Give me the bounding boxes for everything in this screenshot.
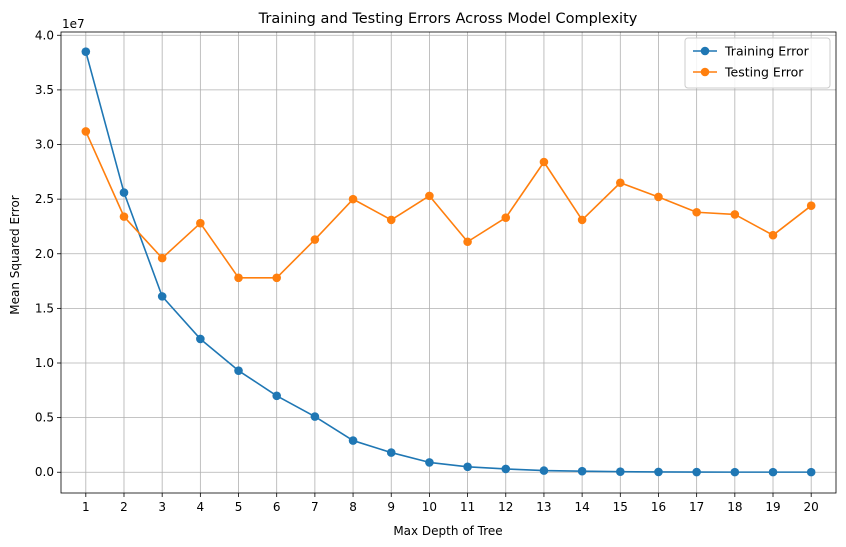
data-point [81, 47, 91, 56]
legend-box [684, 37, 831, 89]
x-tick-label: 11 [460, 500, 475, 514]
y-axis: 0.0 0.5 1.0 1.5 2.0 2.5 3.0 3.5 4.0 [35, 28, 61, 479]
legend: Training Error Testing Error [684, 37, 831, 89]
y-axis-offset-label: 1e7 [62, 17, 85, 31]
series-training-error [81, 47, 816, 477]
data-point [310, 412, 320, 421]
series-line [85, 131, 812, 279]
data-point [425, 458, 434, 467]
data-point [806, 201, 816, 210]
data-point [234, 366, 243, 375]
x-tick-label: 1 [82, 500, 90, 514]
chart-title: Training and Testing Errors Across Model… [258, 11, 638, 27]
x-tick-label: 6 [273, 500, 281, 514]
data-point [463, 237, 472, 247]
data-point [348, 436, 358, 445]
y-tick-label: 4.0 [35, 28, 54, 42]
data-point [425, 191, 434, 201]
data-point [157, 253, 167, 263]
x-tick-label: 4 [197, 500, 205, 514]
x-axis-label: Max Depth of Tree [393, 524, 502, 538]
data-point [386, 215, 396, 225]
x-tick-label: 16 [651, 500, 666, 514]
data-point [81, 127, 91, 136]
legend-swatch-marker [700, 46, 710, 56]
x-tick-label: 3 [158, 500, 166, 514]
data-point [539, 157, 549, 167]
x-tick-label: 20 [804, 500, 819, 514]
plot-frame [60, 31, 837, 494]
data-point [501, 213, 511, 223]
legend-label: Testing Error [724, 65, 804, 80]
legend-item: Testing Error [693, 65, 804, 80]
y-tick-label: 3.0 [35, 138, 54, 152]
data-point [348, 194, 358, 204]
x-tick-label: 5 [235, 500, 243, 514]
y-tick-label: 1.5 [35, 301, 54, 315]
y-tick-label: 0.0 [35, 465, 54, 479]
data-point [730, 467, 740, 477]
x-axis: 1 2 3 4 5 6 7 8 9 10 11 12 13 14 15 16 17 18 19 20 [82, 493, 819, 514]
series-line [85, 51, 812, 473]
x-tick-label: 19 [765, 500, 780, 514]
data-point [654, 467, 663, 477]
series-layer [81, 47, 816, 477]
x-tick-label: 12 [498, 500, 513, 514]
y-tick-label: 0.5 [35, 411, 54, 425]
data-point [463, 462, 472, 472]
data-point [615, 178, 625, 188]
data-point [615, 467, 625, 476]
data-point [501, 464, 511, 474]
data-point [806, 467, 816, 477]
data-point [119, 212, 129, 221]
data-point [272, 273, 282, 283]
data-point [196, 334, 205, 344]
y-axis-label: Mean Squared Error [8, 195, 22, 315]
data-point [157, 292, 167, 301]
data-point [119, 188, 129, 197]
x-tick-label: 17 [689, 500, 704, 514]
data-point [768, 230, 778, 240]
data-point [730, 210, 740, 219]
data-point [310, 235, 320, 244]
data-point [692, 207, 701, 217]
x-tick-label: 2 [120, 500, 128, 514]
x-tick-label: 8 [349, 500, 357, 514]
y-tick-label: 1.0 [35, 356, 54, 370]
data-point [539, 466, 549, 475]
legend-item: Training Error [693, 44, 810, 59]
data-point [196, 218, 205, 228]
y-tick-label: 3.5 [35, 83, 54, 97]
data-point [577, 466, 587, 476]
series-testing-error [81, 127, 816, 283]
data-point [386, 448, 396, 457]
x-tick-label: 14 [574, 500, 589, 514]
x-tick-label: 9 [387, 500, 395, 514]
x-tick-label: 18 [727, 500, 742, 514]
data-point [692, 467, 701, 477]
grid [61, 32, 836, 493]
data-point [768, 467, 778, 477]
data-point [654, 192, 663, 202]
data-point [577, 215, 587, 225]
data-point [272, 391, 282, 401]
y-tick-label: 2.0 [35, 247, 54, 261]
x-tick-label: 7 [311, 500, 319, 514]
x-tick-label: 15 [613, 500, 628, 514]
x-tick-label: 10 [422, 500, 437, 514]
legend-swatch-marker [700, 67, 710, 77]
legend-label: Training Error [724, 44, 810, 59]
y-tick-label: 2.5 [35, 192, 54, 206]
data-point [234, 273, 243, 283]
x-tick-label: 13 [536, 500, 551, 514]
